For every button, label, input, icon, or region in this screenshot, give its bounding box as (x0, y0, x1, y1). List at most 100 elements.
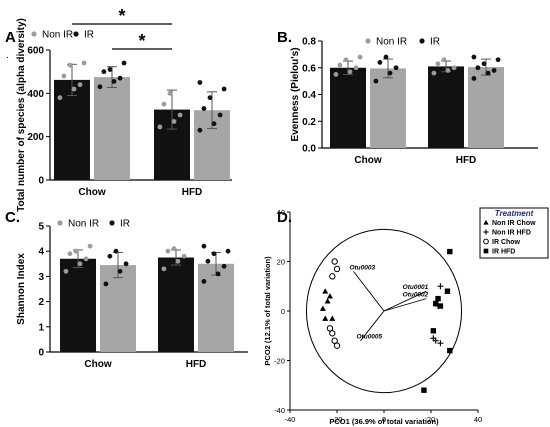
y-tick-label: 0.6 (302, 63, 316, 74)
data-point (495, 57, 501, 63)
data-point (441, 57, 447, 63)
data-point (181, 253, 187, 259)
legend-marker (365, 38, 371, 44)
marker-circle (329, 273, 336, 280)
y-tick-label: 0.2 (302, 117, 316, 128)
y-tick-label: 3 (38, 272, 44, 283)
data-point (81, 60, 87, 66)
legend-label: IR Chow (492, 239, 521, 246)
panel-letter-c: C. (5, 209, 20, 226)
data-point (217, 112, 223, 118)
x-tick-label: HFD (186, 359, 207, 370)
marker-triangle (483, 219, 489, 225)
data-point (337, 62, 343, 68)
legend-label: Non IR HFD (492, 230, 531, 237)
x-tick-label: HFD (456, 155, 477, 166)
y-tick-label: 0 (281, 307, 285, 316)
data-point (157, 124, 163, 130)
otu-vector-label: Otu0002 (403, 292, 429, 299)
y-tick-label: 0.0 (302, 144, 316, 155)
marker-square (483, 248, 489, 254)
x-tick-label: -20 (332, 415, 343, 424)
bar (428, 66, 464, 148)
legend-marker (31, 31, 37, 37)
data-point (393, 65, 399, 71)
data-point (121, 60, 127, 66)
data-point (71, 86, 77, 92)
data-point (201, 243, 207, 249)
data-point (73, 248, 79, 254)
data-point (357, 54, 363, 60)
data-point (431, 70, 437, 76)
data-point (83, 256, 89, 262)
data-point (97, 84, 103, 90)
data-point (57, 95, 63, 101)
marker-circle (483, 238, 489, 245)
marker-triangle (324, 298, 331, 304)
data-point (61, 73, 67, 79)
data-point (201, 279, 207, 284)
x-axis-label: PCO1 (36.9% of total variation) (329, 417, 439, 426)
data-point (171, 119, 177, 124)
marker-circle (333, 265, 341, 273)
data-point (387, 70, 393, 76)
bar (330, 67, 366, 148)
x-tick-label: HFD (182, 187, 203, 198)
y-tick-label: 0 (38, 176, 44, 187)
data-point (201, 106, 207, 111)
data-point (225, 248, 231, 254)
legend-label: IR HFD (492, 249, 515, 256)
data-point (481, 61, 487, 67)
legend-label: IR (430, 37, 440, 48)
y-tick-label: -20 (274, 357, 285, 366)
data-point (117, 268, 123, 274)
data-point (107, 253, 113, 259)
data-point (161, 266, 167, 272)
y-tick-label: 200 (27, 132, 44, 143)
data-point (87, 243, 93, 249)
data-point (347, 69, 353, 75)
marker-circle (333, 342, 341, 349)
bar (158, 257, 194, 352)
otu-vector (383, 290, 427, 312)
data-point (485, 70, 491, 76)
data-point (475, 65, 481, 71)
data-point (161, 101, 167, 107)
y-tick-label: 20 (277, 258, 285, 267)
data-point (117, 75, 123, 81)
panel-letter-b: B. (277, 29, 292, 46)
data-point (471, 76, 477, 81)
y-axis-label: Shannon Index (16, 253, 27, 325)
marker-square (421, 387, 427, 393)
marker-square (433, 300, 439, 307)
legend-label: Non IR (68, 219, 99, 230)
legend-label: IR (120, 219, 130, 230)
marker-circle (326, 325, 334, 332)
data-point (491, 68, 497, 73)
x-tick-label: Chow (84, 359, 111, 370)
y-tick-label: 0 (38, 348, 44, 359)
marker-square (447, 347, 453, 354)
legend-label: Non IR (376, 37, 407, 48)
marker-triangle (322, 315, 329, 321)
data-point (171, 246, 177, 252)
legend-marker (73, 31, 79, 37)
data-point (435, 61, 441, 67)
data-point (113, 248, 119, 254)
y-tick-label: 0.4 (302, 90, 316, 101)
y-tick-label: 0.8 (302, 37, 316, 48)
otu-vector-label: Otu0003 (349, 264, 375, 271)
data-point (77, 261, 83, 267)
otu-vector (383, 298, 427, 312)
data-point (333, 72, 339, 77)
x-tick-label: Chow (78, 187, 105, 198)
data-point (107, 67, 113, 72)
y-tick-label: 1 (38, 322, 44, 333)
marker-square (444, 288, 451, 294)
data-point (373, 78, 379, 84)
marker-triangle (319, 305, 326, 311)
data-point (175, 258, 181, 264)
panel-letter-d: D. (277, 209, 292, 226)
legend-label: Non IR (42, 30, 73, 41)
otu-vector (353, 271, 385, 312)
